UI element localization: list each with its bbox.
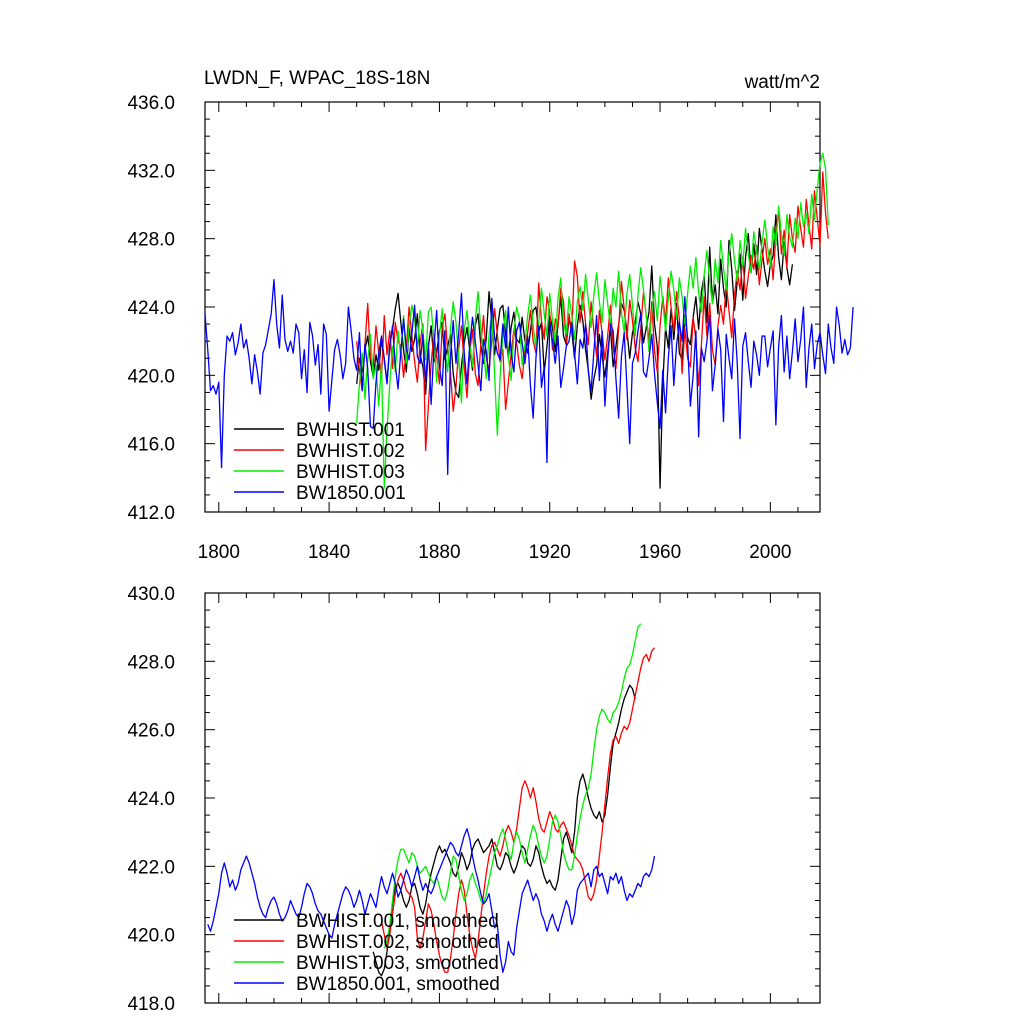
x-tick-label: 1840 [308,542,350,563]
legend-label: BW1850.001 [296,483,406,504]
series-line-bwhist-003 [356,152,829,489]
y-tick-label: 424.0 [127,298,175,319]
x-tick-label: 1960 [639,542,681,563]
y-tick-label: 432.0 [127,161,175,182]
y-tick-label: 420.0 [127,366,175,387]
y-tick-label: 428.0 [127,652,175,673]
legend-label: BWHIST.001 [296,420,405,441]
y-tick-label: 424.0 [127,789,175,810]
top-panel: LWDN_F, WPAC_18S-18N watt/m^2 412.0 416.0… [127,68,854,563]
y-tick-label: 436.0 [127,93,175,114]
series-line-bwhist-001-smoothed [372,684,636,977]
series-line-bw1850-001-smoothed [207,828,656,973]
x-tick-label: 1800 [198,542,240,563]
y-tick-label: 420.0 [127,926,175,947]
series-line-bw1850-001 [204,279,854,476]
y-tick-label: 422.0 [127,857,175,878]
panel1-series-lines [204,152,854,489]
panel1-x-axis: 1800 1840 1880 1920 1960 2000 [198,542,792,563]
bottom-panel: 418.0 420.0 422.0 424.0 426.0 428.0 430.0 BWHI… [127,584,821,1015]
y-tick-label: 412.0 [127,503,175,524]
panel2-minor-ticks [205,592,820,1004]
legend-label: BWHIST.001, smoothed [296,911,499,932]
y-tick-label: 416.0 [127,435,175,456]
panel1-y-axis: 412.0 416.0 420.0 424.0 428.0 432.0 436.0 [127,93,175,524]
x-tick-label: 1880 [418,542,460,563]
x-tick-label: 2000 [749,542,791,563]
series-line-bwhist-002-smoothed [380,647,656,973]
x-tick-label: 1920 [529,542,571,563]
series-line-bwhist-003-smoothed [383,623,642,949]
legend-label: BWHIST.002 [296,441,405,462]
y-tick-label: 426.0 [127,721,175,742]
panel1-units: watt/m^2 [744,72,820,93]
legend-label: BW1850.001, smoothed [296,974,500,995]
y-tick-label: 428.0 [127,230,175,251]
y-tick-label: 418.0 [127,994,175,1015]
panel2-series-lines [207,623,656,977]
y-tick-label: 430.0 [127,584,175,605]
legend-label: BWHIST.002, smoothed [296,932,499,953]
legend-label: BWHIST.003 [296,462,405,483]
panel2-y-axis: 418.0 420.0 422.0 424.0 426.0 428.0 430.0 [127,584,175,1015]
panel1-title: LWDN_F, WPAC_18S-18N [204,68,430,89]
legend-label: BWHIST.003, smoothed [296,953,499,974]
